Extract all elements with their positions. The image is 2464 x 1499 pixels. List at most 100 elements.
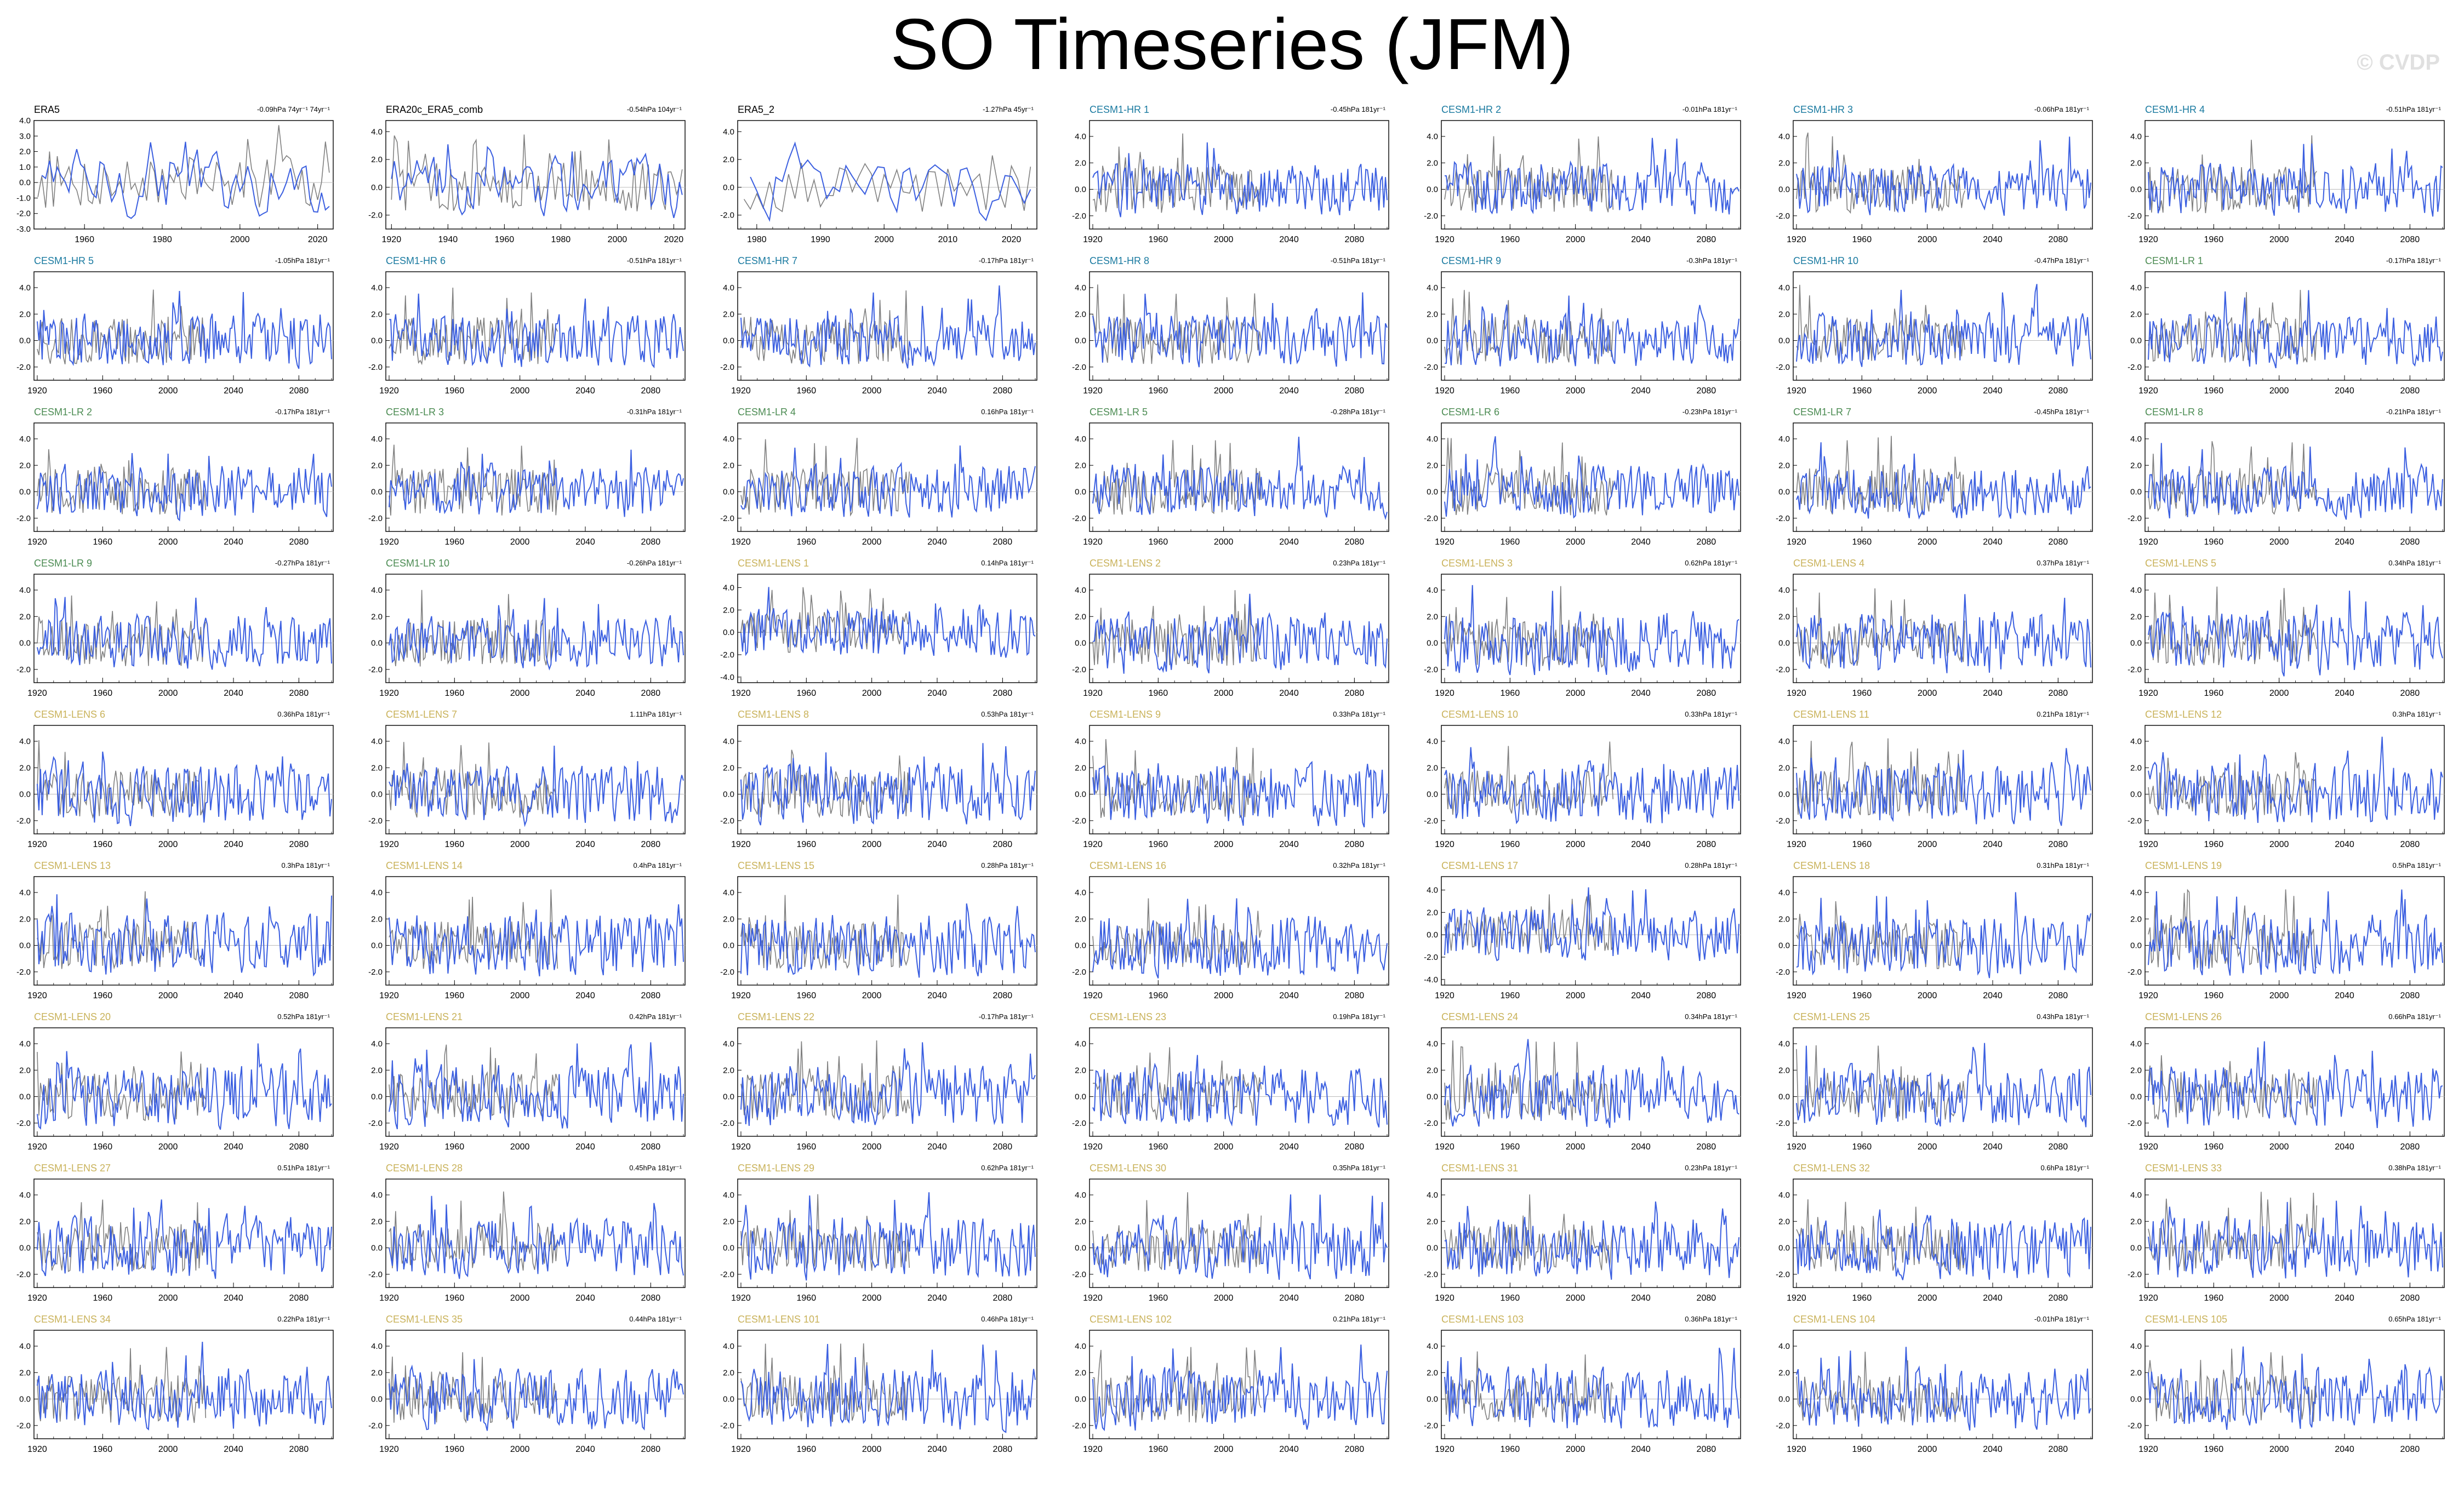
x-tick-label: 1960 <box>1501 1445 1520 1454</box>
y-tick-label: -2.0 <box>720 1119 734 1128</box>
y-tick-label: 0.0 <box>1075 639 1086 648</box>
x-tick-label: 2040 <box>224 1142 243 1152</box>
x-tick-label: 1960 <box>93 689 113 698</box>
y-tick-label: 0.0 <box>371 1244 383 1253</box>
y-tick-label: 2.0 <box>723 1368 734 1377</box>
plot-frame <box>1441 876 1741 986</box>
x-tick-label: 2040 <box>927 991 947 1000</box>
y-tick-label: 0.0 <box>371 336 383 346</box>
x-tick-label: 2080 <box>2049 1142 2068 1152</box>
y-tick-label: -2.0 <box>368 968 383 977</box>
y-tick-label: 4.0 <box>371 283 383 293</box>
x-tick-label: 1960 <box>1501 386 1520 396</box>
x-tick-label: 2000 <box>230 235 250 244</box>
plot-frame <box>33 725 334 834</box>
y-tick-label: 2.0 <box>371 763 383 773</box>
panel-title: CESM1-LENS 31 <box>1441 1163 1519 1174</box>
y-tick-label: 4.0 <box>723 434 734 444</box>
trend-label: -0.3hPa 181yr⁻¹ <box>1686 256 1737 265</box>
x-tick-label: 2080 <box>289 689 309 698</box>
y-tick-label: 4.0 <box>1075 283 1086 293</box>
x-tick-label: 2080 <box>641 1445 661 1454</box>
y-tick-label: 2.0 <box>19 1217 31 1226</box>
plot-frame <box>737 574 1037 683</box>
x-tick-label: 2080 <box>641 1294 661 1303</box>
y-tick-label: 2.0 <box>371 1368 383 1377</box>
y-tick-label: 2.0 <box>1427 461 1438 470</box>
series-line <box>1796 1043 2091 1128</box>
y-tick-label: -2.0 <box>368 1421 383 1431</box>
panel-title: CESM1-LENS 26 <box>2145 1011 2222 1022</box>
trend-label: 0.66hPa 181yr⁻¹ <box>2388 1012 2441 1021</box>
y-tick-label: 0.0 <box>19 178 31 187</box>
x-tick-label: 1960 <box>1149 386 1168 396</box>
y-tick-label: 0.0 <box>1778 1244 1790 1253</box>
series-line <box>37 751 332 826</box>
x-tick-label: 2040 <box>224 991 243 1000</box>
x-tick-label: 1960 <box>1149 1445 1168 1454</box>
plot-frame <box>2144 574 2445 683</box>
x-tick-label: 2000 <box>2269 689 2289 698</box>
series-line <box>2148 290 2443 369</box>
y-tick-label: 0.0 <box>371 1395 383 1404</box>
series-line <box>389 1195 684 1279</box>
panel-title: CESM1-LENS 9 <box>1090 709 1161 720</box>
plot-frame <box>1441 725 1741 834</box>
x-tick-label: 2040 <box>224 689 243 698</box>
x-tick-label: 1920 <box>1435 1294 1455 1303</box>
panel-plot: 4.0 2.0 0.0 -2.0 1920 1960 2000 2040 2080 <box>1072 574 1389 698</box>
panel-cesm1-lens-9: CESM1-LENS 9 0.33hPa 181yr⁻¹ 4.0 2.0 0.0 -2.0… <box>1056 709 1389 859</box>
x-tick-label: 2080 <box>1345 689 1365 698</box>
x-tick-label: 2000 <box>510 840 530 849</box>
panel-title: CESM1-LENS 27 <box>34 1163 111 1174</box>
x-tick-label: 2000 <box>1214 991 1234 1000</box>
plot-frame <box>385 1178 686 1288</box>
y-tick-label: 0.0 <box>19 488 31 497</box>
plot-frame <box>33 876 334 986</box>
x-tick-label: 2080 <box>289 537 309 547</box>
x-tick-label: 2000 <box>1214 1445 1234 1454</box>
panel-cesm1-lr-6: CESM1-LR 6 -0.23hPa 181yr⁻¹ 4.0 2.0 0.0 -2.0 1… <box>1407 407 1741 557</box>
x-tick-label: 2080 <box>289 840 309 849</box>
y-tick-label: 4.0 <box>19 737 31 746</box>
x-tick-label: 2040 <box>927 689 947 698</box>
x-tick-label: 1960 <box>445 1445 465 1454</box>
y-tick-label: 4.0 <box>371 737 383 746</box>
panel-title: CESM1-LENS 32 <box>1793 1163 1870 1174</box>
x-tick-label: 1960 <box>445 1294 465 1303</box>
x-tick-label: 2040 <box>224 840 243 849</box>
x-tick-label: 1920 <box>1787 1294 1806 1303</box>
x-tick-label: 2000 <box>1566 991 1585 1000</box>
plot-frame <box>1441 1027 1741 1137</box>
x-tick-label: 2080 <box>2049 386 2068 396</box>
x-tick-label: 2000 <box>1918 1294 1937 1303</box>
y-tick-label: -2.0 <box>1776 514 1790 523</box>
x-tick-label: 1940 <box>438 235 458 244</box>
x-tick-label: 2000 <box>1214 235 1234 244</box>
x-tick-label: 1920 <box>731 840 751 849</box>
y-tick-label: 0.0 <box>723 790 734 799</box>
y-tick-label: -2.0 <box>368 363 383 372</box>
x-tick-label: 1960 <box>445 991 465 1000</box>
series-line <box>1444 295 1739 367</box>
x-tick-label: 1920 <box>1083 235 1103 244</box>
panel-cesm1-hr-1: CESM1-HR 1 -0.45hPa 181yr⁻¹ 4.0 2.0 0.0 -2.0 1… <box>1056 104 1389 254</box>
panel-title: CESM1-LENS 10 <box>1441 709 1519 720</box>
x-tick-label: 2040 <box>575 537 595 547</box>
y-tick-label: -2.0 <box>720 1270 734 1279</box>
x-tick-label: 1960 <box>93 1445 113 1454</box>
series-line <box>1092 142 1388 218</box>
panel-plot: 4.0 2.0 0.0 -2.0 1920 1960 2000 2040 2080 <box>1776 1330 2093 1454</box>
y-tick-label: 0.0 <box>2130 185 2142 194</box>
y-tick-label: 0.0 <box>19 941 31 951</box>
x-tick-label: 2080 <box>1345 386 1365 396</box>
x-tick-label: 2080 <box>1345 840 1365 849</box>
x-tick-label: 2000 <box>1566 689 1585 698</box>
x-tick-label: 2000 <box>862 1294 882 1303</box>
x-tick-label: 2080 <box>1345 537 1365 547</box>
x-tick-label: 1920 <box>379 840 399 849</box>
y-tick-label: -2.0 <box>2128 1270 2142 1279</box>
x-tick-label: 1920 <box>1787 689 1806 698</box>
plot-frame <box>33 1330 334 1439</box>
y-tick-label: 4.0 <box>19 1342 31 1351</box>
